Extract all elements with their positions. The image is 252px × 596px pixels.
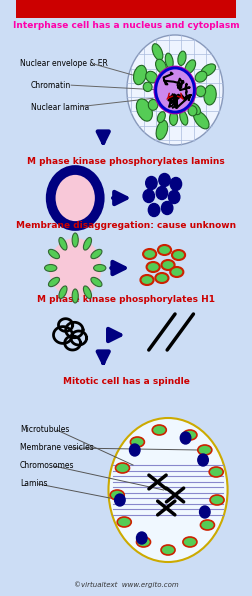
Ellipse shape [155, 273, 169, 283]
Ellipse shape [194, 111, 209, 129]
Ellipse shape [130, 437, 144, 447]
Ellipse shape [183, 537, 197, 547]
Ellipse shape [146, 72, 158, 83]
Circle shape [130, 444, 140, 456]
Text: Mitotic cell has a spindle: Mitotic cell has a spindle [62, 377, 190, 386]
Circle shape [162, 201, 173, 215]
Ellipse shape [188, 105, 197, 116]
Text: Microtubules: Microtubules [20, 426, 69, 434]
Text: M phase kinase phosphorylates H1: M phase kinase phosphorylates H1 [37, 296, 215, 305]
Circle shape [169, 191, 180, 203]
Ellipse shape [209, 467, 223, 477]
Ellipse shape [136, 99, 152, 121]
Circle shape [180, 432, 191, 444]
Ellipse shape [59, 286, 67, 299]
Circle shape [127, 35, 223, 145]
Ellipse shape [158, 245, 171, 255]
Circle shape [137, 532, 147, 544]
Ellipse shape [170, 267, 183, 277]
Ellipse shape [185, 60, 196, 74]
Circle shape [143, 190, 154, 203]
Text: Chromosomes: Chromosomes [20, 461, 75, 470]
Text: ©virtualtext  www.ergito.com: ©virtualtext www.ergito.com [74, 582, 178, 588]
Text: Nuclear lamina: Nuclear lamina [30, 103, 89, 111]
Ellipse shape [83, 286, 91, 299]
Ellipse shape [143, 82, 152, 92]
Ellipse shape [93, 265, 106, 272]
Ellipse shape [117, 517, 131, 527]
Ellipse shape [180, 110, 188, 125]
Ellipse shape [196, 86, 206, 97]
Ellipse shape [110, 490, 124, 500]
Ellipse shape [210, 495, 224, 505]
Text: Lamins: Lamins [20, 480, 48, 489]
Ellipse shape [109, 418, 228, 562]
Circle shape [198, 454, 208, 466]
Text: Membrane disaggregation: cause unknown: Membrane disaggregation: cause unknown [16, 222, 236, 231]
Ellipse shape [156, 120, 168, 139]
Bar [16, 0, 236, 18]
Ellipse shape [172, 250, 185, 260]
Ellipse shape [91, 249, 102, 259]
Ellipse shape [137, 537, 150, 547]
Ellipse shape [91, 277, 102, 287]
Ellipse shape [190, 103, 200, 114]
Ellipse shape [48, 249, 59, 259]
Ellipse shape [45, 265, 57, 272]
Ellipse shape [143, 249, 156, 259]
Ellipse shape [48, 277, 59, 287]
Text: M phase kinase phosphorylates lamins: M phase kinase phosphorylates lamins [27, 157, 225, 166]
Text: Cell structure is reorganized at mitosis: Cell structure is reorganized at mitosis [18, 4, 234, 14]
Text: Interphase cell has a nucleus and cytoplasm: Interphase cell has a nucleus and cytopl… [13, 21, 239, 30]
Ellipse shape [195, 71, 207, 82]
Ellipse shape [198, 445, 212, 455]
Ellipse shape [152, 44, 163, 60]
Circle shape [159, 173, 170, 187]
Circle shape [155, 67, 195, 113]
Ellipse shape [170, 111, 178, 125]
Ellipse shape [140, 275, 153, 285]
Circle shape [49, 238, 102, 298]
Ellipse shape [200, 520, 214, 530]
Ellipse shape [178, 51, 186, 66]
Ellipse shape [161, 545, 175, 555]
Ellipse shape [204, 85, 216, 105]
Ellipse shape [162, 260, 175, 270]
Circle shape [156, 187, 168, 200]
Circle shape [170, 178, 182, 191]
Ellipse shape [183, 430, 197, 440]
Circle shape [115, 494, 125, 506]
Ellipse shape [147, 262, 160, 272]
Ellipse shape [165, 53, 173, 69]
Circle shape [51, 170, 100, 226]
Text: Membrane vesicles: Membrane vesicles [20, 443, 94, 452]
Circle shape [148, 203, 160, 216]
Ellipse shape [115, 463, 130, 473]
Ellipse shape [158, 111, 165, 123]
Ellipse shape [72, 289, 78, 303]
Text: Chromatin: Chromatin [30, 80, 71, 89]
Ellipse shape [134, 66, 146, 85]
Ellipse shape [59, 237, 67, 250]
Text: Nuclear envelope & ER: Nuclear envelope & ER [20, 58, 108, 67]
Ellipse shape [155, 59, 166, 73]
Circle shape [146, 176, 157, 190]
Ellipse shape [152, 425, 166, 435]
Ellipse shape [72, 233, 78, 247]
Ellipse shape [148, 100, 158, 110]
Ellipse shape [83, 237, 91, 250]
Circle shape [200, 506, 210, 518]
Ellipse shape [201, 64, 215, 76]
